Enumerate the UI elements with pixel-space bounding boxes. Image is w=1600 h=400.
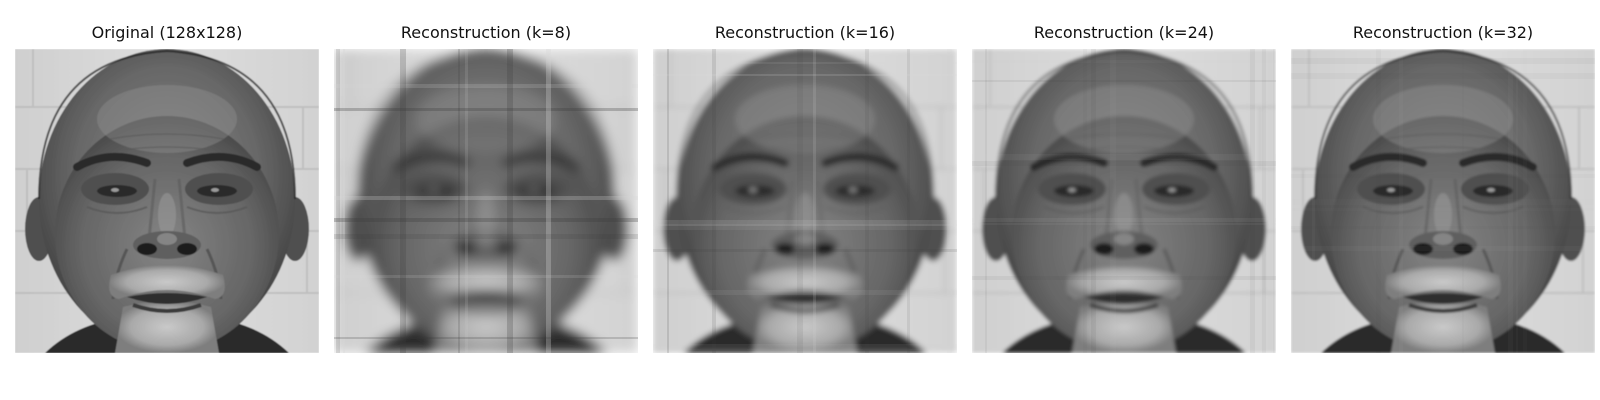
artifact-streak — [1312, 49, 1315, 353]
artifact-streak — [1273, 49, 1275, 353]
artifact-streak — [907, 49, 910, 353]
artifact-streak — [1291, 58, 1595, 64]
artifact-streak — [334, 108, 638, 111]
pca-artifact-streaks — [653, 49, 957, 353]
artifact-streak — [1291, 226, 1595, 229]
artifact-streak — [1291, 73, 1595, 79]
artifact-streak — [972, 276, 1276, 280]
face-image-reconstruction-k16 — [653, 49, 957, 353]
face-image-reconstruction-k32 — [1291, 49, 1595, 353]
artifact-streak — [465, 49, 468, 353]
artifact-streak — [400, 49, 406, 353]
artifact-streak — [1291, 208, 1595, 211]
artifact-streak — [334, 275, 638, 278]
artifact-streak — [336, 49, 340, 353]
artifact-streak — [653, 290, 957, 295]
artifact-streak — [1262, 49, 1266, 353]
artifact-streak — [1516, 49, 1518, 353]
artifact-streak — [1250, 49, 1255, 353]
panel-title: Original (128x128) — [91, 23, 243, 42]
artifact-streak — [653, 74, 957, 76]
artifact-streak — [334, 337, 638, 339]
artifact-streak — [813, 49, 816, 353]
artifact-streak — [653, 220, 957, 226]
artifact-streak — [653, 249, 957, 252]
artifact-streak — [667, 49, 669, 353]
artifact-streak — [972, 161, 1276, 166]
artifact-streak — [343, 49, 345, 353]
panel-title: Reconstruction (k=8) — [400, 23, 572, 42]
face-image-reconstruction-k24 — [972, 49, 1276, 353]
artifact-streak — [712, 49, 716, 353]
artifact-streak — [1291, 174, 1595, 178]
artifact-streak — [797, 49, 803, 353]
artifact-streak — [1291, 199, 1595, 205]
artifact-streak — [1291, 246, 1595, 251]
artifact-streak — [972, 223, 1276, 225]
artifact-streak — [653, 224, 957, 230]
artifact-streak — [865, 49, 869, 353]
artifact-streak — [653, 62, 957, 64]
artifact-streak — [334, 218, 638, 222]
artifact-streak — [1508, 49, 1513, 353]
panel-title: Reconstruction (k=32) — [1352, 23, 1534, 42]
artifact-streak — [972, 60, 1276, 63]
artifact-streak — [458, 49, 460, 353]
artifact-streak — [1523, 49, 1527, 353]
artifact-streak — [334, 196, 638, 200]
artifact-streak — [1376, 49, 1381, 353]
pca-artifact-streaks — [334, 49, 638, 353]
face-image-original — [15, 49, 319, 353]
artifact-streak — [334, 84, 638, 88]
face-image-reconstruction-k8 — [334, 49, 638, 353]
artifact-streak — [947, 49, 952, 353]
artifact-streak — [972, 154, 1276, 160]
artifact-streak — [972, 80, 1276, 82]
artifact-streak — [507, 49, 513, 353]
artifact-streak — [1083, 49, 1087, 353]
artifact-streak — [1110, 49, 1116, 353]
artifact-streak — [985, 49, 987, 353]
artifact-streak — [334, 234, 638, 239]
artifact-streak — [972, 218, 1276, 222]
panel-title: Reconstruction (k=16) — [714, 23, 896, 42]
artifact-streak — [1091, 49, 1096, 353]
pca-artifact-streaks — [972, 49, 1276, 353]
artifact-streak — [653, 344, 957, 350]
panel-title: Reconstruction (k=24) — [1033, 23, 1215, 42]
artifact-streak — [546, 49, 551, 353]
